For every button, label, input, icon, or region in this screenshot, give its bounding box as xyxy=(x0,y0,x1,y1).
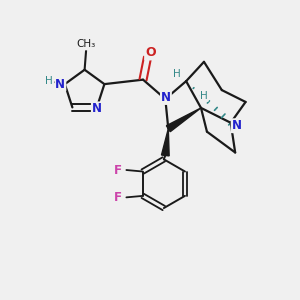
Text: N: N xyxy=(232,119,242,132)
Text: F: F xyxy=(114,191,122,204)
Text: N: N xyxy=(92,102,102,116)
Text: H: H xyxy=(200,91,208,101)
Text: F: F xyxy=(114,164,122,176)
Text: H: H xyxy=(46,76,53,86)
Text: N: N xyxy=(161,91,171,104)
Text: N: N xyxy=(56,78,65,91)
Text: H: H xyxy=(173,69,181,79)
Text: O: O xyxy=(145,46,156,59)
Polygon shape xyxy=(161,129,169,156)
Polygon shape xyxy=(167,108,201,132)
Text: CH₃: CH₃ xyxy=(76,40,96,50)
